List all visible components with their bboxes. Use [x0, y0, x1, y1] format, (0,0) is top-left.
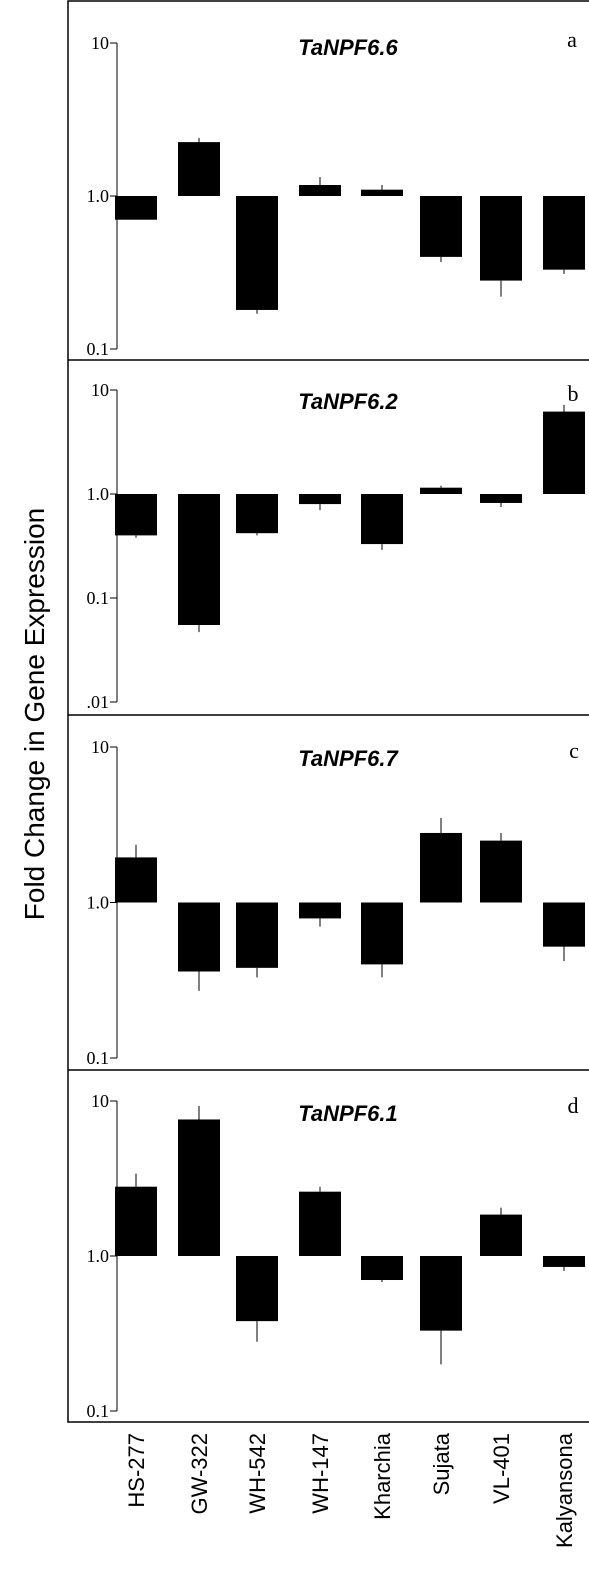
panel-title: TaNPF6.1 [298, 1101, 397, 1126]
bar [543, 902, 585, 947]
panel-title: TaNPF6.2 [298, 389, 398, 414]
panel-letter: d [568, 1093, 579, 1118]
bar [236, 902, 278, 968]
figure-frame [67, 0, 589, 1423]
bar [420, 487, 462, 494]
x-tick-label: Sujata [429, 1432, 454, 1495]
bar [236, 1256, 278, 1322]
bar [543, 196, 585, 270]
y-tick-label: 0.1 [87, 1048, 110, 1068]
panel-letter: a [567, 27, 577, 52]
bar [299, 185, 341, 196]
bar [361, 494, 403, 545]
panel-title: TaNPF6.7 [298, 746, 399, 771]
y-tick-label: 1.0 [87, 893, 110, 913]
bar [480, 1214, 522, 1256]
bar [178, 494, 220, 626]
bar [178, 902, 220, 972]
bar [178, 1119, 220, 1256]
bar [480, 840, 522, 903]
panel-letter: b [568, 381, 579, 406]
panel-c: 10 1.0 0.1 TaNPF6.7 c [68, 737, 589, 1071]
bar [361, 1256, 403, 1281]
bar [115, 1186, 157, 1256]
y-tick-label: 1.0 [87, 186, 110, 206]
y-tick-label: 10 [91, 737, 109, 757]
x-tick-label: GW-322 [187, 1433, 212, 1515]
bar [480, 494, 522, 503]
bar [115, 494, 157, 536]
y-tick-label: 0.1 [87, 588, 110, 608]
panel-title: TaNPF6.6 [298, 35, 398, 60]
panel-d: 10 1.0 0.1 TaNPF6.1 d [87, 1091, 585, 1421]
y-tick-label: 0.1 [87, 339, 110, 359]
y-tick-label: 10 [91, 380, 109, 400]
x-tick-label: HS-277 [124, 1433, 149, 1508]
x-axis-labels: HS-277 GW-322 WH-542 WH-147 Kharchia Sujata VL… [124, 1432, 577, 1548]
bar [420, 1256, 462, 1331]
bar [178, 142, 220, 196]
y-tick-label: 0.1 [87, 1401, 110, 1421]
bar [543, 1256, 585, 1267]
bar [236, 494, 278, 534]
y-tick-label: .01 [87, 692, 110, 712]
bar [299, 1191, 341, 1256]
bar [115, 196, 157, 220]
bar [299, 494, 341, 505]
x-tick-label: VL-401 [489, 1433, 514, 1504]
bar [115, 857, 157, 903]
panel-b: 10 1.0 0.1 .01 TaNPF6.2 b [68, 380, 589, 716]
bar [299, 902, 341, 919]
panel-a: 10 1.0 0.1 TaNPF6.6 a [68, 27, 589, 361]
panel-letter: c [569, 738, 579, 763]
bar [236, 196, 278, 310]
x-tick-label: WH-542 [245, 1433, 270, 1514]
y-tick-label: 10 [91, 1091, 109, 1111]
bar [361, 189, 403, 196]
bar [361, 902, 403, 965]
y-tick-label: 10 [91, 33, 109, 53]
bar [420, 196, 462, 257]
y-tick-label: 1.0 [87, 484, 110, 504]
x-tick-label: Kalyansona [552, 1432, 577, 1548]
y-axis-label: Fold Change in Gene Expression [19, 508, 50, 920]
bar [543, 411, 585, 494]
bar [420, 832, 462, 903]
x-tick-label: Kharchia [370, 1432, 395, 1520]
y-tick-label: 1.0 [87, 1246, 110, 1266]
x-tick-label: WH-147 [308, 1433, 333, 1514]
bar [480, 196, 522, 281]
